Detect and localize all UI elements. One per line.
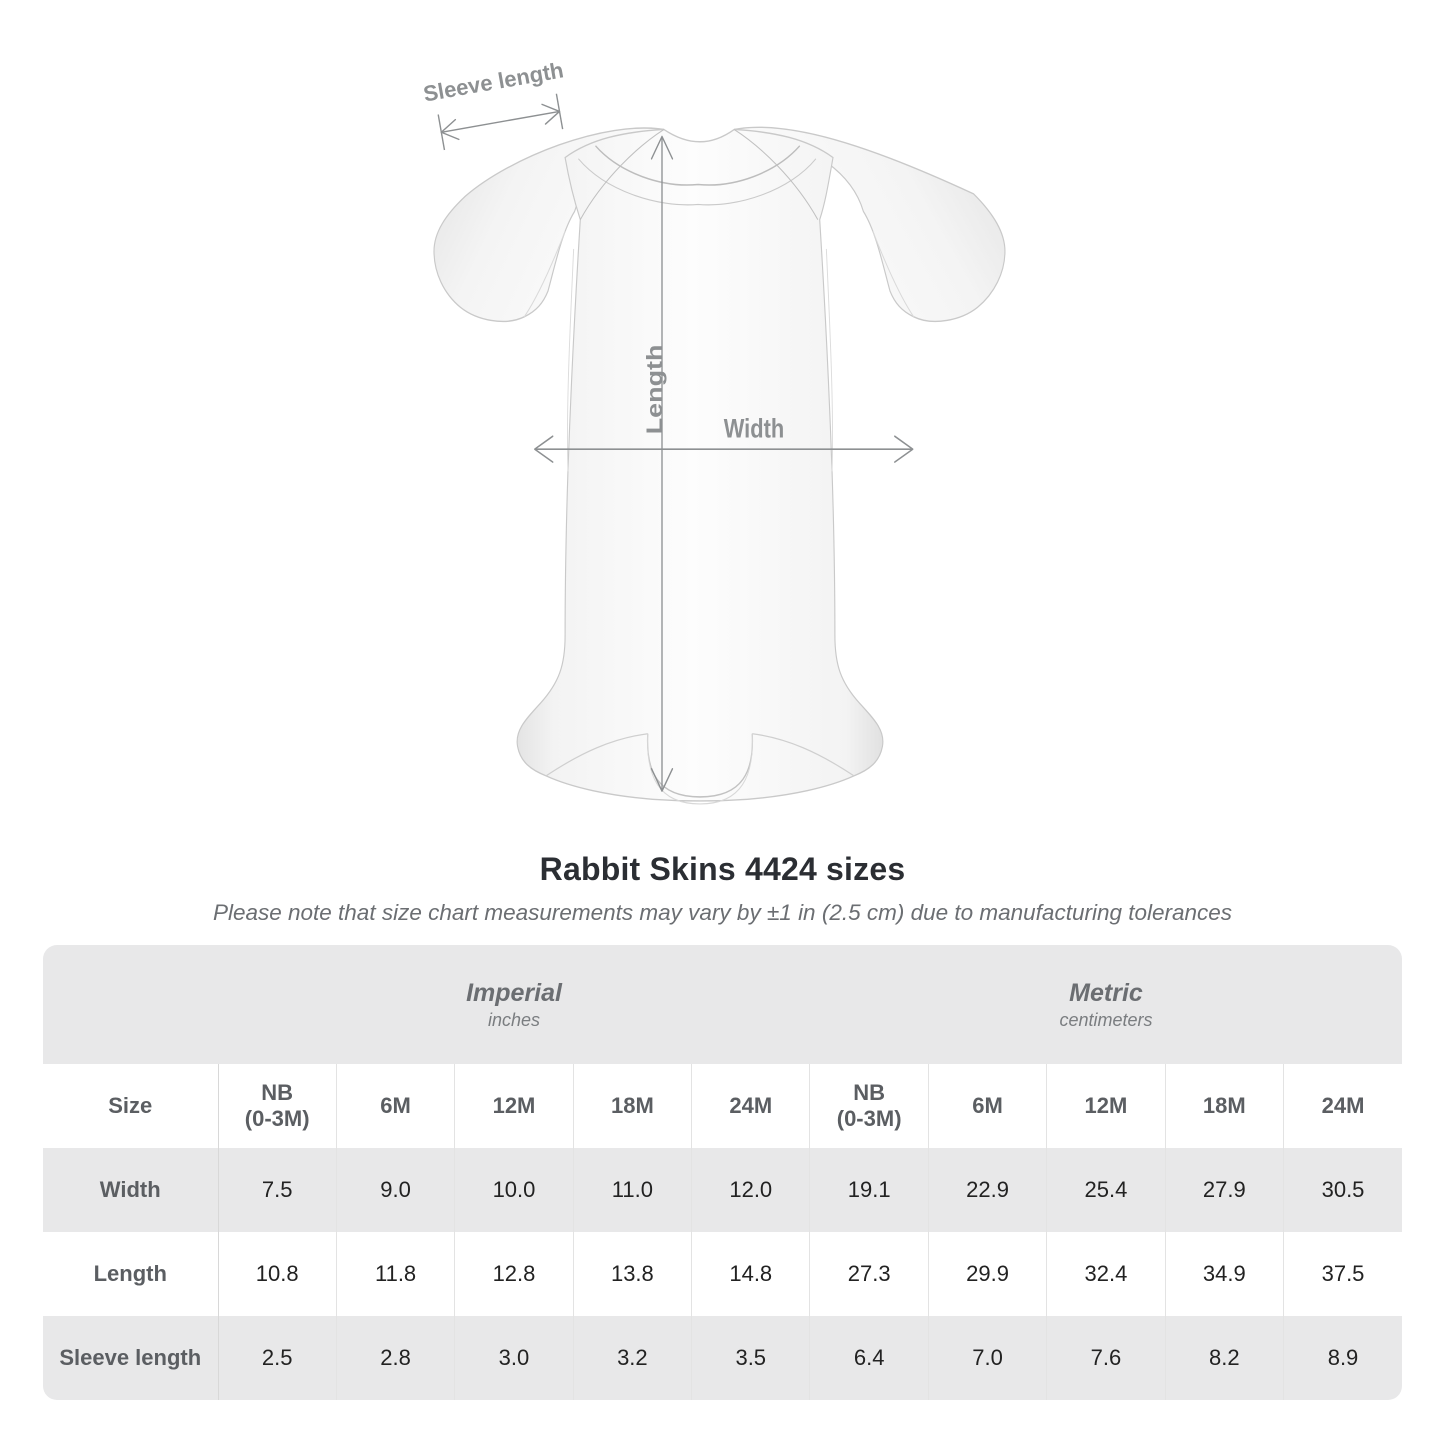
svg-text:Width: Width: [724, 414, 784, 444]
svg-text:Length: Length: [643, 345, 667, 435]
svg-text:Sleeve length: Sleeve length: [421, 57, 565, 106]
